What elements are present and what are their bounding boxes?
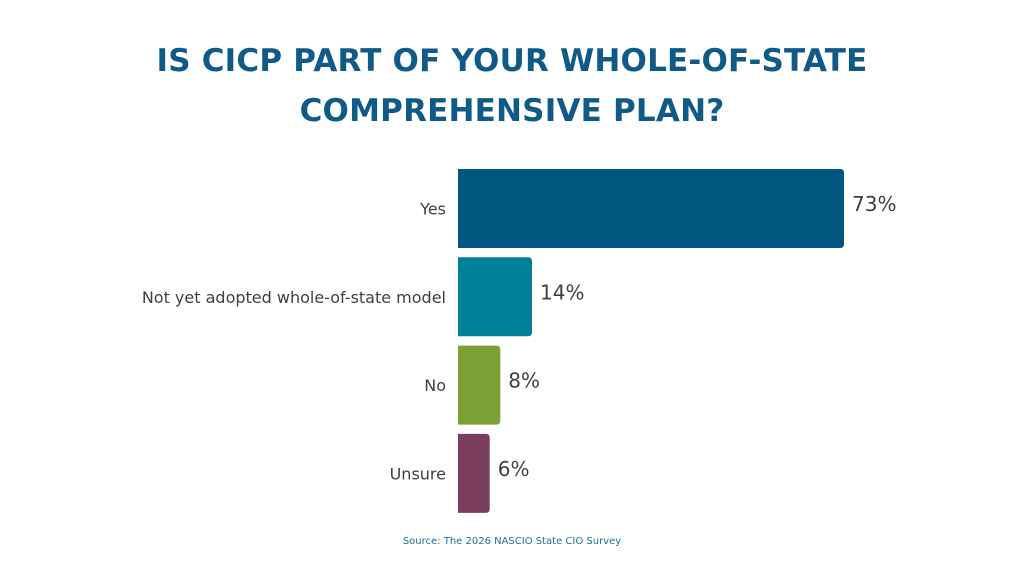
category-label-3: Unsure <box>390 464 446 483</box>
value-label-0: 73% <box>852 192 896 216</box>
category-label-0: Yes <box>419 200 446 219</box>
source-note: Source: The 2026 NASCIO State CIO Survey <box>402 536 622 547</box>
category-label-1: Not yet adopted whole-of-state model <box>142 288 446 307</box>
value-label-3: 6% <box>498 457 530 481</box>
bar-3 <box>458 433 490 513</box>
bar-1 <box>458 257 533 337</box>
value-label-2: 8% <box>508 369 540 393</box>
bar-0 <box>458 169 844 248</box>
value-label-1: 14% <box>540 280 584 304</box>
category-label-2: No <box>424 376 446 395</box>
bar-2 <box>458 345 501 425</box>
chart-title: IS CICP PART OF YOUR WHOLE-OF-STATE COMP… <box>156 43 868 129</box>
